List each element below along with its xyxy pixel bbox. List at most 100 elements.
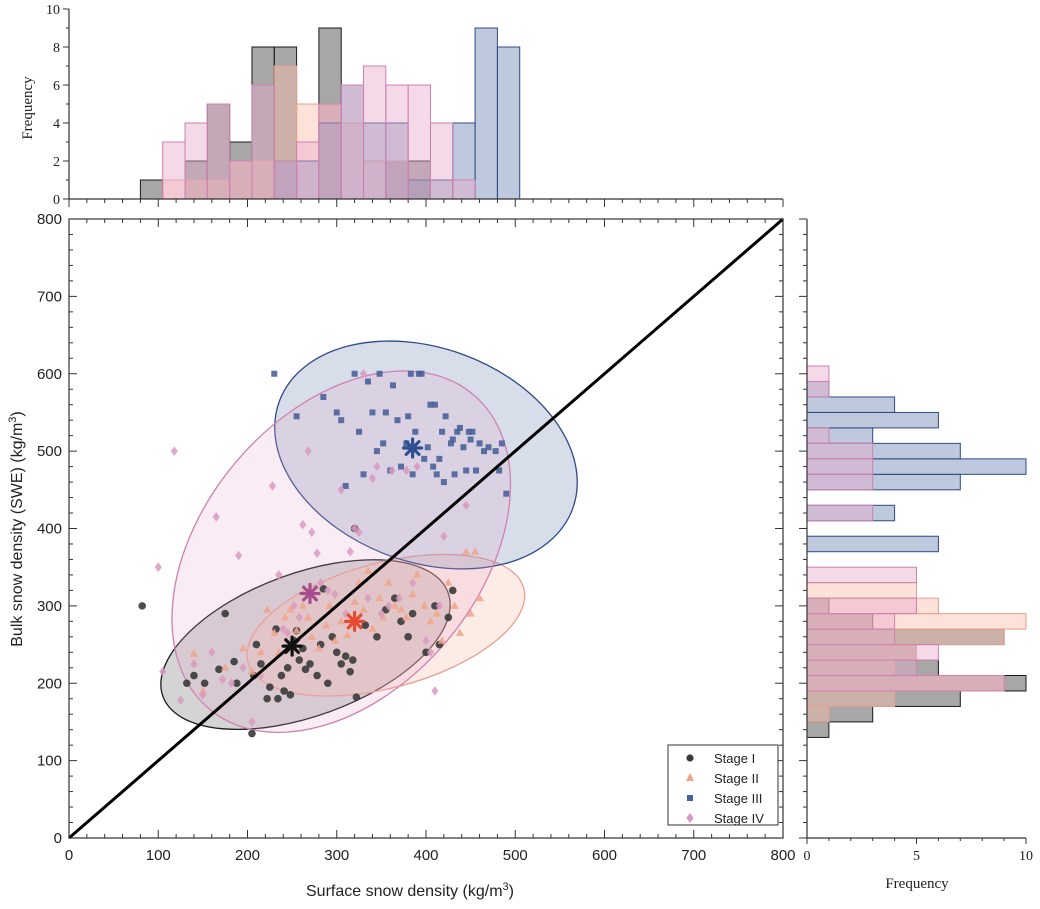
data-point <box>176 695 185 706</box>
data-point <box>320 393 327 400</box>
mean-marker-stage-iii <box>402 437 424 459</box>
data-point <box>456 424 463 431</box>
data-point <box>283 663 292 672</box>
data-point <box>498 440 505 447</box>
top-hist-y-tick-label: 6 <box>53 79 60 94</box>
data-point <box>408 589 417 598</box>
data-point <box>275 570 283 580</box>
data-point <box>440 479 447 486</box>
data-point <box>444 578 453 586</box>
top-hist-bars-stage-iv <box>162 65 476 200</box>
data-point <box>238 643 248 652</box>
data-point <box>412 570 422 578</box>
data-point <box>355 527 363 538</box>
data-point <box>430 463 437 470</box>
data-point <box>364 378 371 385</box>
data-point <box>304 446 312 456</box>
y-axis-label: Bulk snow density (SWE) (kg/m3) <box>7 411 26 647</box>
data-point <box>346 667 354 676</box>
data-point <box>436 455 443 462</box>
data-point <box>382 409 389 416</box>
histogram-bar <box>806 597 917 615</box>
histogram-bar <box>806 690 896 707</box>
data-point <box>377 608 385 619</box>
data-point <box>361 621 370 630</box>
data-point <box>439 428 446 435</box>
data-point <box>337 660 346 668</box>
mean-marker-stage-i <box>281 635 303 657</box>
legend-item-stage-iv: Stage IV <box>686 811 764 826</box>
x-tick-label: 200 <box>235 847 260 864</box>
data-point <box>268 481 277 491</box>
data-point <box>263 694 271 703</box>
data-point <box>359 368 368 379</box>
histogram-bar <box>296 141 320 200</box>
legend-marker <box>687 795 693 801</box>
data-point <box>440 531 448 542</box>
histogram-bar <box>229 160 253 200</box>
mean-marker-stroke <box>302 585 318 602</box>
points-stage-iv <box>154 368 470 727</box>
data-point <box>189 649 199 657</box>
histogram-bar <box>806 659 917 677</box>
legend: Stage I Stage II Stage III Stage IV <box>667 744 779 826</box>
data-point <box>239 662 247 673</box>
data-point <box>290 601 298 611</box>
data-point <box>337 616 346 625</box>
data-point <box>333 409 340 416</box>
data-point <box>427 401 434 408</box>
data-point <box>183 679 191 688</box>
data-point <box>373 448 380 455</box>
data-point <box>295 656 304 664</box>
histogram-bar <box>273 160 298 200</box>
data-point <box>190 671 198 680</box>
mean-marker-stroke <box>284 638 301 655</box>
data-point <box>337 485 345 495</box>
right-histogram: 0 5 10 <box>799 218 1033 864</box>
data-point <box>230 657 238 666</box>
data-point <box>286 605 295 613</box>
data-point <box>138 602 146 610</box>
histogram-bar <box>318 103 342 200</box>
y-tick-label: 800 <box>37 211 62 228</box>
data-point <box>435 601 443 611</box>
data-point <box>303 612 313 621</box>
top-hist-y-tick-label: 0 <box>53 193 60 208</box>
mean-marker-stroke <box>404 440 421 456</box>
data-point <box>292 626 301 634</box>
data-point <box>460 444 467 451</box>
data-point <box>466 609 475 617</box>
data-point <box>331 589 339 600</box>
ellipse-stage-i <box>160 559 451 731</box>
data-point <box>215 665 223 674</box>
data-point <box>449 436 456 443</box>
x-tick-label: 400 <box>413 847 438 864</box>
data-point <box>503 490 510 497</box>
histogram-bar <box>806 644 939 661</box>
data-point <box>332 648 341 657</box>
legend-marker <box>686 813 694 823</box>
data-point <box>298 601 308 609</box>
histogram-bar <box>429 122 454 200</box>
data-point <box>426 647 435 658</box>
histogram-bar <box>139 179 164 200</box>
data-point <box>280 687 288 695</box>
y-tick-label: 200 <box>37 675 62 692</box>
data-point <box>324 679 332 688</box>
data-point <box>447 440 454 447</box>
top-hist-y-tick-label: 10 <box>46 3 60 18</box>
points-stage-ii <box>189 547 484 694</box>
right-hist-x-label: Frequency <box>885 876 949 892</box>
histogram-bar <box>162 141 186 200</box>
legend-label: Stage I <box>714 751 755 766</box>
data-point <box>384 578 393 586</box>
data-point <box>307 632 316 640</box>
legend-label: Stage IV <box>714 811 764 826</box>
data-point <box>262 605 272 613</box>
histogram-bar <box>806 535 939 553</box>
y-tick-label: 600 <box>37 366 62 383</box>
data-point <box>451 471 458 478</box>
histogram-bar <box>806 458 874 475</box>
x-tick-label: 600 <box>592 847 617 864</box>
